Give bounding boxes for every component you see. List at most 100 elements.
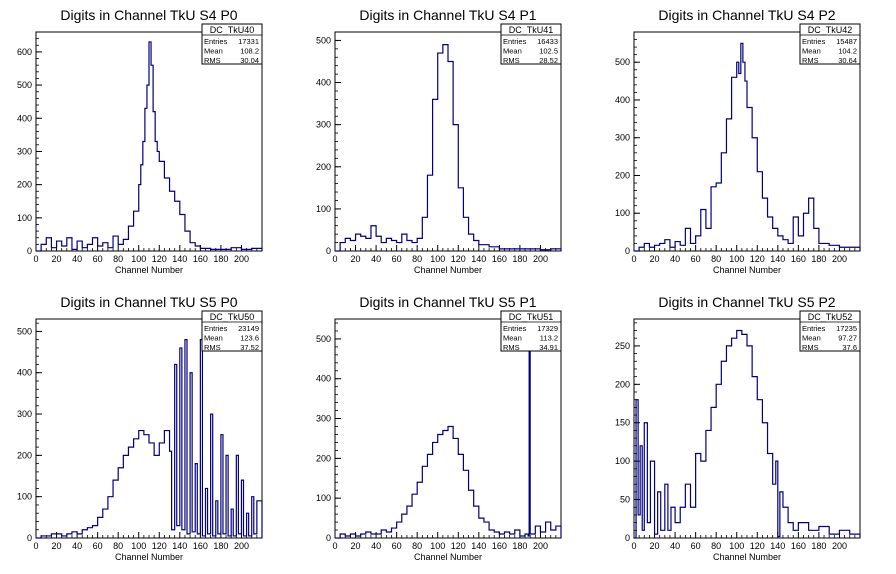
stats-value-mean: 123.6: [240, 334, 259, 343]
plot-frame: [633, 31, 861, 252]
x-tick-label: 100: [729, 254, 744, 264]
x-tick-label: 140: [172, 541, 187, 551]
stats-key-rms: RMS: [802, 56, 819, 65]
x-tick-label: 180: [213, 254, 228, 264]
histogram-panel-s5-p0: Digits in Channel TkU S5 P0 0 20 40 60 80 100 1…: [0, 287, 298, 574]
y-tick-label: 500: [17, 326, 32, 336]
chart-title: Digits in Channel TkU S5 P2: [658, 294, 835, 310]
stats-box: [201, 310, 263, 352]
stats-key-mean: Mean: [204, 47, 223, 56]
x-tick-label: 40: [371, 254, 381, 264]
stats-name: DC_TkU40: [210, 25, 255, 35]
stats-value-rms: 37.52: [240, 343, 259, 352]
x-tick-label: 100: [131, 254, 146, 264]
stats-key-entries: Entries: [204, 324, 228, 333]
y-tick-label: 250: [615, 341, 630, 351]
stats-value-rms: 30.64: [838, 56, 857, 65]
x-tick-label: 200: [234, 541, 249, 551]
y-tick-label: 150: [615, 418, 630, 428]
y-tick-label: 400: [615, 95, 630, 105]
x-tick-label: 180: [811, 541, 826, 551]
x-tick-label: 180: [811, 254, 826, 264]
stats-key-mean: Mean: [204, 334, 223, 343]
y-tick-label: 0: [326, 246, 331, 256]
histogram-svg: Digits in Channel TkU S4 P2 0 20 40 60 80 100 1…: [615, 7, 861, 275]
x-tick-label: 120: [451, 254, 466, 264]
x-tick-label: 100: [430, 541, 445, 551]
stats-value-rms: 30.04: [240, 56, 259, 65]
y-tick-label: 500: [316, 334, 331, 344]
x-tick-label: 100: [729, 541, 744, 551]
x-tick-label: 60: [93, 254, 103, 264]
histogram-svg: Digits in Channel TkU S4 P0 0 20 40 60 80 100 1…: [17, 7, 263, 275]
x-axis-label: Channel Number: [713, 265, 781, 275]
stats-key-rms: RMS: [204, 343, 221, 352]
stats-box: [500, 23, 562, 65]
x-tick-label: 160: [492, 254, 507, 264]
y-tick-label: 500: [17, 80, 32, 90]
histogram-line: [634, 329, 861, 539]
stats-value-entries: 23149: [238, 324, 259, 333]
x-tick-label: 20: [351, 541, 361, 551]
chart-title: Digits in Channel TkU S4 P2: [658, 7, 835, 23]
stats-key-entries: Entries: [802, 37, 826, 46]
y-tick-label: 200: [615, 170, 630, 180]
x-tick-label: 160: [791, 254, 806, 264]
y-tick-label: 100: [316, 204, 331, 214]
stats-value-mean: 113.2: [540, 334, 558, 343]
x-tick-label: 160: [193, 254, 208, 264]
x-tick-label: 40: [72, 254, 82, 264]
x-tick-label: 60: [93, 541, 103, 551]
x-tick-label: 40: [670, 541, 680, 551]
x-tick-label: 0: [332, 541, 337, 551]
x-tick-label: 80: [711, 541, 721, 551]
x-tick-label: 200: [234, 254, 249, 264]
x-tick-label: 200: [832, 254, 847, 264]
stats-value-rms: 37.6: [842, 343, 857, 352]
x-tick-label: 180: [512, 541, 527, 551]
stats-value-entries: 17235: [836, 324, 857, 333]
x-tick-label: 200: [533, 541, 548, 551]
x-tick-label: 60: [392, 254, 402, 264]
stats-box: [201, 23, 263, 65]
chart-title: Digits in Channel TkU S5 P1: [359, 294, 536, 310]
x-tick-label: 100: [131, 541, 146, 551]
stats-key-mean: Mean: [802, 47, 821, 56]
y-tick-label: 0: [625, 533, 630, 543]
stats-key-entries: Entries: [503, 37, 527, 46]
stats-key-mean: Mean: [503, 334, 522, 343]
y-tick-label: 200: [316, 162, 331, 172]
stats-value-mean: 97.27: [838, 334, 857, 343]
histogram-svg: Digits in Channel TkU S5 P1 0 20 40 60 80 100 1…: [316, 294, 562, 562]
y-tick-label: 100: [17, 492, 32, 502]
y-tick-label: 400: [316, 374, 331, 384]
y-tick-label: 400: [316, 78, 331, 88]
x-tick-label: 60: [392, 541, 402, 551]
histogram-svg: Digits in Channel TkU S5 P2 0 20 40 60 80 100 1…: [615, 294, 861, 562]
x-tick-label: 120: [451, 541, 466, 551]
y-tick-label: 500: [615, 57, 630, 67]
y-tick-label: 300: [17, 409, 32, 419]
y-tick-label: 500: [316, 35, 331, 45]
stats-key-mean: Mean: [503, 47, 522, 56]
y-tick-label: 600: [17, 47, 32, 57]
stats-value-rms: 28.52: [539, 56, 558, 65]
x-axis-label: Channel Number: [414, 552, 482, 562]
x-tick-label: 160: [492, 541, 507, 551]
x-axis-label: Channel Number: [414, 265, 482, 275]
histogram-panel-s4-p1: Digits in Channel TkU S4 P1 0 20 40 60 80 100 1…: [299, 0, 597, 287]
stats-key-rms: RMS: [802, 343, 819, 352]
y-tick-label: 0: [326, 533, 331, 543]
x-tick-label: 140: [770, 254, 785, 264]
stats-key-rms: RMS: [503, 56, 520, 65]
y-tick-label: 0: [27, 533, 32, 543]
histogram-panel-s4-p2: Digits in Channel TkU S4 P2 0 20 40 60 80 100 1…: [598, 0, 896, 287]
y-tick-label: 400: [17, 113, 32, 123]
histogram-line: [36, 41, 263, 252]
histogram-line: [335, 44, 562, 252]
stats-name: DC_TkU42: [808, 25, 853, 35]
stats-box: [799, 310, 861, 352]
y-tick-label: 200: [17, 180, 32, 190]
histogram-line: [335, 338, 562, 539]
y-tick-label: 100: [17, 213, 32, 223]
